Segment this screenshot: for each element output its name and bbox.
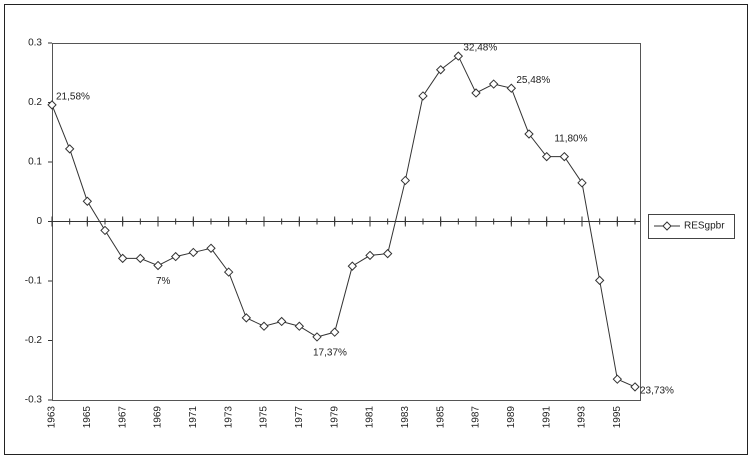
x-tick-label: 1973 xyxy=(223,406,234,429)
x-tick-label: 1981 xyxy=(365,406,376,429)
x-tick-label: 1989 xyxy=(506,406,517,429)
point-marker xyxy=(612,374,623,384)
point-marker xyxy=(382,248,393,259)
annotation: 23,73% xyxy=(640,386,674,397)
point-marker xyxy=(541,151,552,162)
point-marker xyxy=(241,313,252,323)
annotation: 11,80% xyxy=(554,133,587,144)
point-marker xyxy=(329,327,340,337)
x-tick-label: 1983 xyxy=(400,406,411,429)
x-tick-label: 1979 xyxy=(329,406,340,429)
point-marker xyxy=(488,79,499,89)
y-tick-label: -0.3 xyxy=(25,395,43,406)
point-marker xyxy=(365,250,375,261)
y-tick-label: 0 xyxy=(36,216,42,227)
legend-marker xyxy=(662,221,672,231)
point-marker xyxy=(259,321,269,331)
x-tick-label: 1977 xyxy=(294,406,305,429)
y-tick-label: 0.3 xyxy=(28,38,42,49)
data-line xyxy=(51,55,636,388)
x-tick-label: 1995 xyxy=(612,406,623,429)
y-tick-label: -0.1 xyxy=(25,276,43,287)
point-marker xyxy=(347,261,358,271)
point-marker xyxy=(453,51,464,61)
y-tick-label: 0.1 xyxy=(28,157,42,168)
point-marker xyxy=(559,151,570,162)
point-marker xyxy=(630,382,640,392)
point-marker xyxy=(170,251,181,262)
point-marker xyxy=(153,260,163,271)
point-marker xyxy=(400,175,411,186)
annotation: 7% xyxy=(156,276,171,287)
y-tick-label: -0.2 xyxy=(25,335,43,346)
x-tick-label: 1993 xyxy=(577,406,588,429)
x-tick-label: 1985 xyxy=(435,406,446,429)
x-tick-label: 1991 xyxy=(541,406,552,429)
annotation: 25,48% xyxy=(516,75,550,86)
point-marker xyxy=(577,178,587,188)
x-tick-label: 1967 xyxy=(117,406,128,429)
point-marker xyxy=(418,91,428,101)
point-marker xyxy=(223,267,234,277)
point-marker xyxy=(435,65,446,75)
y-tick-label: 0.2 xyxy=(28,97,42,108)
point-marker xyxy=(471,88,481,98)
point-marker xyxy=(524,129,534,139)
point-marker xyxy=(294,321,305,331)
x-tick-label: 1969 xyxy=(153,406,164,429)
x-tick-label: 1963 xyxy=(47,406,58,429)
legend-label: RESgpbr xyxy=(684,221,725,232)
x-tick-label: 1975 xyxy=(259,406,270,429)
point-marker xyxy=(506,83,517,93)
point-marker xyxy=(47,100,57,110)
point-marker xyxy=(100,225,110,236)
point-marker xyxy=(64,144,75,154)
point-marker xyxy=(312,332,322,342)
annotation: 21,58% xyxy=(56,92,90,103)
x-tick-label: 1971 xyxy=(188,406,199,429)
annotation: 17,37% xyxy=(313,348,347,359)
x-tick-label: 1987 xyxy=(471,406,482,429)
point-marker xyxy=(82,196,93,206)
point-marker xyxy=(135,253,146,264)
frame xyxy=(4,4,748,455)
point-marker xyxy=(117,253,128,264)
annotation: 32,48% xyxy=(463,43,497,54)
x-tick-label: 1965 xyxy=(82,406,93,429)
point-marker xyxy=(188,247,199,258)
point-marker xyxy=(206,243,216,253)
point-marker xyxy=(594,275,605,286)
point-marker xyxy=(276,316,287,327)
